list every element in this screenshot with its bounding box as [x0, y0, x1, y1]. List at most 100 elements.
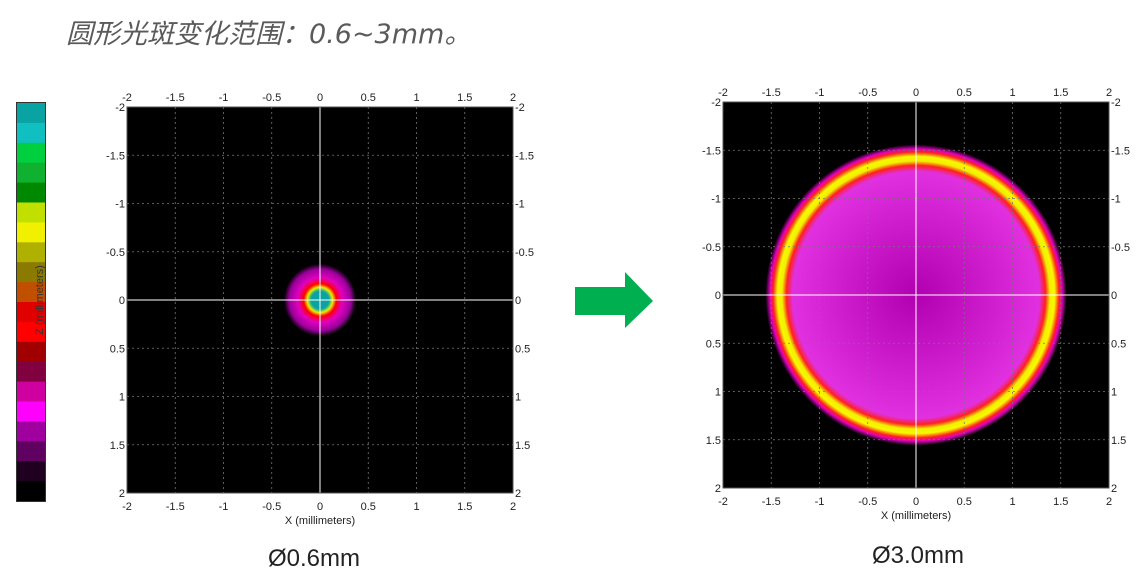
- tick-label-right: -2: [1111, 97, 1121, 109]
- tick-label-top: -2: [718, 87, 728, 99]
- tick-label-left: 0.5: [706, 338, 721, 350]
- plot-small-spot: -2 -1.5 -1 -0.5 0 0.5 1 1.5 2 -2 -1.5 -1 -0.5 0 0.5 1 1.…: [100, 85, 560, 540]
- tick-label-top: 1: [1009, 87, 1015, 99]
- tick-label-right: 1.5: [515, 440, 530, 452]
- tick-label-bottom: 2: [1106, 496, 1112, 508]
- tick-label-top: 0.5: [361, 92, 376, 104]
- tick-label-left: 0: [715, 290, 721, 302]
- color-scale-step: [17, 381, 45, 402]
- plot-frame: [126, 106, 514, 494]
- tick-label-right: 1: [515, 392, 521, 404]
- tick-label-left: 2: [119, 488, 125, 500]
- tick-label-left: 1: [715, 387, 721, 399]
- color-scale-step: [17, 302, 45, 323]
- tick-label-right: -2: [515, 102, 525, 114]
- color-scale-step: [17, 242, 45, 263]
- color-scale-step: [17, 361, 45, 383]
- tick-label-left: 1.5: [110, 440, 125, 452]
- caption-large-spot: Ø3.0mm: [872, 542, 965, 569]
- tick-label-right: 1.5: [1111, 435, 1126, 447]
- x-axis-label: X (millimeters): [285, 515, 355, 527]
- tick-label-bottom: 1: [1009, 496, 1015, 508]
- color-scale-step: [17, 282, 45, 303]
- tick-label-right: -1: [1111, 194, 1121, 206]
- color-scale-step: [17, 461, 45, 482]
- color-scale-bar: [16, 102, 46, 502]
- color-scale-step: [17, 321, 45, 343]
- color-scale-step: [17, 202, 45, 223]
- color-scale-step: [17, 103, 45, 124]
- tick-label-top: -1: [815, 87, 825, 99]
- tick-label-left: 0.5: [110, 343, 125, 355]
- color-scale-step: [17, 162, 45, 184]
- tick-label-right: -1.5: [515, 150, 534, 162]
- tick-label-left: -1.5: [702, 145, 721, 157]
- small-spot-chart: -2 -1.5 -1 -0.5 0 0.5 1 1.5 2-2 -1.5 -1 -0.5 0 0.5 1 1.…: [106, 92, 534, 527]
- color-scale-step: [17, 122, 45, 144]
- tick-label-left: -1: [115, 199, 125, 211]
- tick-label-top: 2: [510, 92, 516, 104]
- color-scale-step: [17, 441, 45, 462]
- tick-label-right: 0: [515, 295, 521, 307]
- tick-label-bottom: 1.5: [457, 501, 472, 513]
- tick-label-left: -1: [711, 194, 721, 206]
- tick-label-top: -1.5: [762, 87, 781, 99]
- tick-label-bottom: -0.5: [858, 496, 877, 508]
- tick-label-left: -2: [115, 102, 125, 114]
- color-scale-step: [17, 262, 45, 283]
- tick-label-top: -1: [219, 92, 229, 104]
- tick-label-left: 0: [119, 295, 125, 307]
- tick-label-top: 0: [913, 87, 919, 99]
- tick-label-bottom: -1.5: [166, 501, 185, 513]
- tick-label-top: 2: [1106, 87, 1112, 99]
- x-axis-label: X (millimeters): [881, 510, 951, 522]
- tick-label-bottom: 2: [510, 501, 516, 513]
- color-scale-step: [17, 142, 45, 164]
- tick-label-top: 1.5: [1053, 87, 1068, 99]
- tick-label-right: 0: [1111, 290, 1117, 302]
- color-scale-step: [17, 222, 45, 243]
- tick-label-right: 0.5: [1111, 338, 1126, 350]
- tick-label-bottom: -2: [718, 496, 728, 508]
- tick-label-top: -1.5: [166, 92, 185, 104]
- plot-large-spot: -2 -1.5 -1 -0.5 0 0.5 1 1.5 2 -2 -1.5 -1 -0.5 0 0.5 1 1.…: [694, 80, 1144, 535]
- tick-label-left: -1.5: [106, 150, 125, 162]
- right-arrow-icon: [575, 272, 655, 335]
- tick-label-right: -1.5: [1111, 145, 1130, 157]
- tick-label-bottom: 1: [413, 501, 419, 513]
- page-title: 圆形光斑变化范围：0.6~3mm。: [66, 19, 472, 50]
- color-scale-step: [17, 401, 45, 422]
- tick-label-left: 1.5: [706, 435, 721, 447]
- color-scale-step: [17, 182, 45, 203]
- tick-label-right: 1: [1111, 387, 1117, 399]
- tick-label-left: -0.5: [106, 247, 125, 259]
- large-spot-chart: -2 -1.5 -1 -0.5 0 0.5 1 1.5 2-2 -1.5 -1 -0.5 0 0.5 1 1.…: [702, 87, 1130, 522]
- tick-label-left: 2: [715, 483, 721, 495]
- tick-label-bottom: -1: [815, 496, 825, 508]
- tick-label-bottom: 0.5: [361, 501, 376, 513]
- tick-label-bottom: -2: [122, 501, 132, 513]
- tick-label-right: 2: [1111, 483, 1117, 495]
- tick-label-bottom: 0.5: [957, 496, 972, 508]
- tick-label-bottom: 0: [317, 501, 323, 513]
- tick-label-left: -0.5: [702, 242, 721, 254]
- tick-label-bottom: -1.5: [762, 496, 781, 508]
- tick-label-top: 0: [317, 92, 323, 104]
- tick-label-right: -1: [515, 199, 525, 211]
- color-scale-step: [17, 481, 45, 502]
- plot-frame: [722, 101, 1110, 489]
- tick-label-bottom: -0.5: [262, 501, 281, 513]
- color-scale-gradient: [17, 103, 45, 502]
- tick-label-top: 1: [413, 92, 419, 104]
- tick-label-right: 2: [515, 488, 521, 500]
- tick-label-bottom: 1.5: [1053, 496, 1068, 508]
- tick-label-bottom: -1: [219, 501, 229, 513]
- color-scale-step: [17, 421, 45, 442]
- caption-small-spot: Ø0.6mm: [268, 545, 361, 572]
- tick-label-left: -2: [711, 97, 721, 109]
- z-axis-label: Z (millimeters): [34, 265, 46, 335]
- tick-label-right: -0.5: [1111, 242, 1130, 254]
- tick-label-top: -0.5: [858, 87, 877, 99]
- tick-label-top: -2: [122, 92, 132, 104]
- tick-label-right: -0.5: [515, 247, 534, 259]
